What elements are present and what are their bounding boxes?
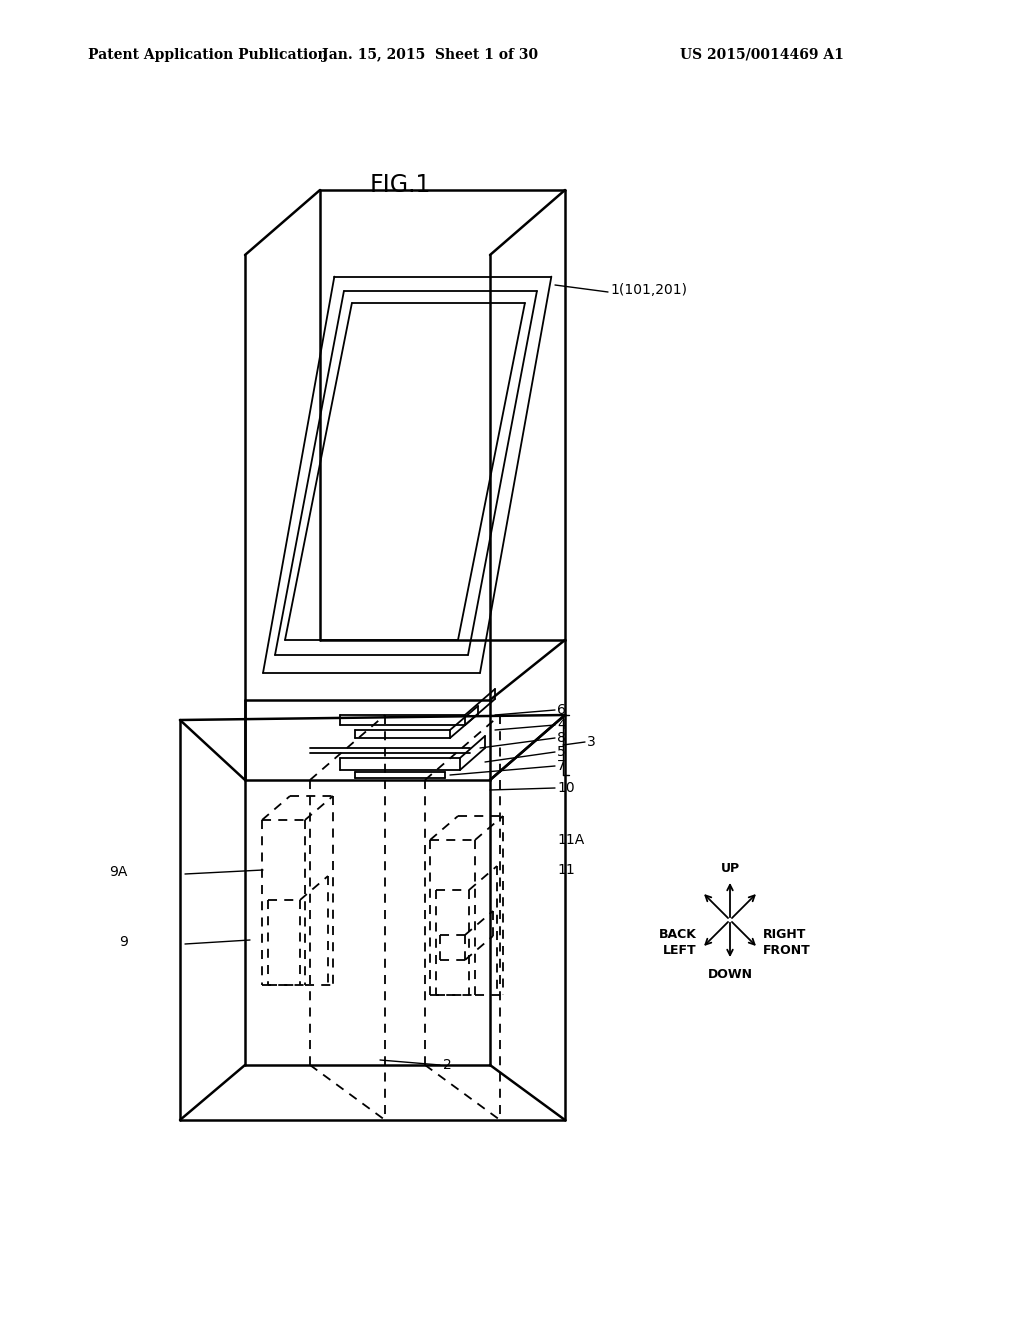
Text: 11A: 11A bbox=[557, 833, 585, 847]
Text: 2: 2 bbox=[443, 1059, 452, 1072]
Text: 7: 7 bbox=[557, 759, 565, 774]
Text: LEFT: LEFT bbox=[664, 944, 697, 957]
Text: 11: 11 bbox=[557, 863, 574, 876]
Text: 5: 5 bbox=[557, 744, 565, 759]
Text: RIGHT: RIGHT bbox=[763, 928, 806, 940]
Text: FRONT: FRONT bbox=[763, 944, 811, 957]
Text: US 2015/0014469 A1: US 2015/0014469 A1 bbox=[680, 48, 844, 62]
Text: 4: 4 bbox=[557, 718, 565, 733]
Text: FIG.1: FIG.1 bbox=[370, 173, 431, 197]
Text: 3: 3 bbox=[587, 735, 596, 748]
Text: DOWN: DOWN bbox=[708, 968, 753, 981]
Text: Patent Application Publication: Patent Application Publication bbox=[88, 48, 328, 62]
Text: 9A: 9A bbox=[110, 865, 128, 879]
Text: 8: 8 bbox=[557, 731, 566, 744]
Text: 1(101,201): 1(101,201) bbox=[610, 282, 687, 297]
Text: Jan. 15, 2015  Sheet 1 of 30: Jan. 15, 2015 Sheet 1 of 30 bbox=[322, 48, 538, 62]
Text: 9: 9 bbox=[119, 935, 128, 949]
Text: 10: 10 bbox=[557, 781, 574, 795]
Text: 6: 6 bbox=[557, 704, 566, 717]
Text: BACK: BACK bbox=[659, 928, 697, 940]
Text: UP: UP bbox=[721, 862, 739, 874]
